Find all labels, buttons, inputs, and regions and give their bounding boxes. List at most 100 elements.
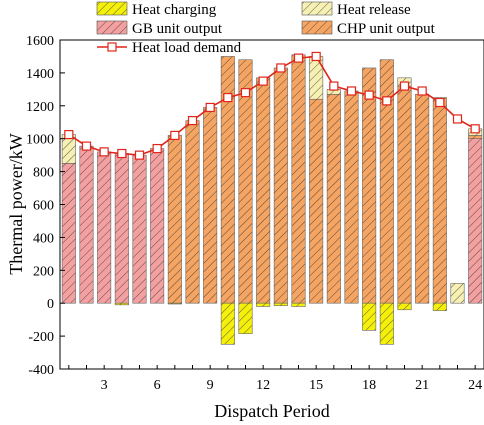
line-layer: [64, 51, 480, 160]
marker-heat-load-demand-4: [117, 148, 127, 159]
legend: Heat charging Heat release GB unit outpu…: [96, 1, 436, 56]
x-axis-title: Dispatch Period: [214, 401, 329, 421]
bar-heat-charging-11-hatch: [238, 303, 253, 334]
bar-heat-release-15-hatch: [309, 56, 323, 100]
bar-chp-unit-output-21-hatch: [415, 94, 429, 304]
bar-chp-unit-output-8-hatch: [185, 120, 200, 304]
legend-hatch-heat-release: [302, 2, 332, 15]
marker-heat-load-demand-7: [170, 130, 180, 141]
legend-hatch-gb-unit-output: [97, 21, 127, 34]
y-axis-title: Thermal power/kW: [6, 133, 26, 274]
marker-heat-load-demand-11: [240, 88, 251, 98]
y-tick-label-0: 0: [47, 297, 54, 312]
y-tick-label-1200: 1200: [26, 100, 54, 115]
line-heat-load-demand: [68, 55, 476, 156]
bar-chp-unit-output-13-hatch: [274, 67, 288, 304]
marker-heat-load-demand-18: [364, 90, 374, 100]
marker-heat-load-demand-5: [134, 150, 145, 160]
bar-heat-charging-7-hatch: [168, 303, 182, 305]
legend-item-heat-charging: Heat charging: [96, 1, 217, 18]
legend-item-heat-release: Heat release: [301, 1, 411, 18]
bar-chp-unit-output-7-hatch: [168, 135, 182, 304]
bar-heat-charging-13-hatch: [274, 303, 288, 306]
y-tick-label-800: 800: [33, 166, 54, 181]
x-tick-label-3: 3: [101, 378, 108, 393]
x-tick-label-6: 6: [154, 378, 161, 393]
bar-heat-charging-20-hatch: [397, 303, 412, 310]
legend-label-gb-unit-output: GB unit output: [132, 21, 223, 37]
bar-gb-unit-output-24-hatch: [468, 138, 482, 304]
legend-item-heat-load-demand: Heat load demand: [97, 40, 242, 56]
marker-heat-load-demand-14: [293, 53, 304, 63]
marker-heat-load-demand-1: [64, 129, 74, 140]
bar-heat-charging-22-hatch: [433, 303, 447, 311]
bar-gb-unit-output-6-hatch: [150, 148, 164, 304]
bar-chp-unit-output-9-hatch: [203, 107, 217, 304]
bar-heat-release-23-hatch: [450, 283, 465, 304]
marker-heat-load-demand-20: [399, 81, 410, 91]
marker-heat-load-demand-21: [417, 86, 427, 96]
marker-heat-load-demand-23: [452, 114, 463, 124]
legend-item-gb-unit-output: GB unit output: [96, 20, 223, 37]
axes-layer: -400 -200 0 200 400 600 800 1000 1200 1400 1600 3 6 9…: [26, 34, 482, 393]
bar-chp-unit-output-17-hatch: [344, 90, 359, 304]
marker-heat-load-demand-17: [346, 86, 357, 96]
legend-hatch-heat-charging: [97, 2, 127, 15]
y-tick-label-1600: 1600: [26, 34, 54, 49]
y-tick-label-1000: 1000: [26, 133, 54, 148]
y-tick-label-600: 600: [33, 199, 54, 214]
marker-heat-load-demand-3: [99, 147, 109, 157]
marker-heat-load-demand-10: [223, 92, 233, 103]
marker-heat-load-demand-22: [435, 97, 445, 108]
legend-label-chp-unit-output: CHP unit output: [337, 21, 436, 37]
marker-heat-load-demand-16: [329, 81, 339, 91]
bar-gb-unit-output-4-hatch: [115, 153, 129, 304]
x-tick-label-24: 24: [468, 378, 482, 393]
bar-chp-unit-output-19-hatch: [380, 59, 394, 304]
bar-chp-unit-output-16-hatch: [327, 94, 341, 304]
marker-heat-load-demand-24: [470, 124, 480, 134]
marker-heat-load-demand-13: [276, 63, 286, 73]
marker-heat-load-demand-2: [81, 141, 92, 151]
bar-chp-unit-output-14-hatch: [291, 54, 306, 304]
bar-chp-unit-output-20-hatch: [397, 86, 412, 304]
marker-heat-load-demand-15: [311, 51, 321, 62]
bar-chp-unit-output-12-hatch: [256, 77, 270, 304]
marker-heat-load-demand-19: [382, 96, 392, 106]
y-tick-label--400: -400: [28, 363, 54, 378]
x-tick-label-18: 18: [362, 378, 376, 393]
bar-gb-unit-output-3-hatch: [97, 151, 111, 304]
x-tick-label-12: 12: [256, 378, 270, 393]
bar-heat-release-1-hatch: [62, 134, 76, 164]
x-tick-label-15: 15: [309, 378, 323, 393]
bar-chp-unit-output-15-hatch: [309, 99, 323, 304]
bar-heat-charging-14-hatch: [291, 303, 306, 307]
y-tick-label-200: 200: [33, 264, 54, 279]
bar-chp-unit-output-24-hatch: [468, 135, 482, 139]
x-tick-label-21: 21: [415, 378, 429, 393]
y-tick-label-400: 400: [33, 231, 54, 246]
legend-label-heat-charging: Heat charging: [132, 2, 217, 18]
bar-heat-charging-10-hatch: [221, 303, 235, 345]
bar-heat-charging-19-hatch: [380, 303, 394, 345]
bar-chp-unit-output-10-hatch: [221, 56, 235, 304]
bar-heat-charging-12-hatch: [256, 303, 270, 307]
marker-heat-load-demand-12: [258, 76, 268, 86]
y-tick-label-1400: 1400: [26, 67, 54, 82]
bar-gb-unit-output-2-hatch: [79, 146, 94, 304]
bar-heat-charging-4-hatch: [115, 303, 129, 305]
legend-marker-heat-load-demand: [107, 42, 117, 52]
bar-chp-unit-output-22-hatch: [433, 97, 447, 304]
marker-heat-load-demand-9: [205, 102, 215, 113]
legend-item-chp-unit-output: CHP unit output: [301, 20, 436, 37]
legend-hatch-chp-unit-output: [302, 21, 332, 34]
bar-chp-unit-output-11-hatch: [238, 59, 253, 304]
x-tick-label-9: 9: [207, 378, 214, 393]
bar-heat-release-16-hatch: [327, 89, 341, 95]
bars-layer: [61, 54, 483, 345]
marker-heat-load-demand-8: [187, 116, 198, 126]
marker-heat-load-demand-6: [152, 143, 162, 154]
bar-chp-unit-output-18-hatch: [362, 67, 376, 304]
legend-label-heat-load-demand: Heat load demand: [132, 40, 242, 56]
